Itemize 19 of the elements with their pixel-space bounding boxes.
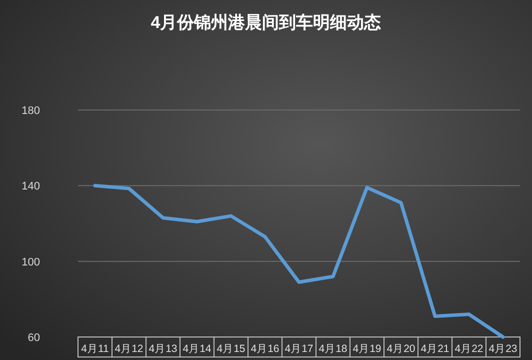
- x-tick-label: 4月20: [386, 343, 416, 355]
- x-tick-label: 4月13: [148, 343, 178, 355]
- line-series: [93, 184, 505, 339]
- y-tick-label: 60: [28, 332, 40, 344]
- x-tick-label: 4月22: [454, 343, 484, 355]
- x-tick-label: 4月21: [420, 343, 450, 355]
- x-tick-label: 4月18: [318, 343, 348, 355]
- x-tick-label: 4月14: [182, 343, 212, 355]
- x-tick-label: 4月19: [352, 343, 382, 355]
- x-tick-label: 4月11: [81, 343, 110, 355]
- x-tick-label: 4月15: [216, 343, 246, 355]
- x-tick-label: 4月23: [488, 343, 518, 355]
- y-tick-label: 140: [22, 180, 40, 193]
- y-tick-label: 180: [22, 105, 40, 117]
- y-tick-label: 100: [22, 256, 40, 268]
- x-tick-label: 4月12: [114, 343, 144, 355]
- x-tick-label: 4月16: [250, 343, 280, 355]
- chart-title: 4月份锦州港晨间到车明细动态: [150, 13, 382, 32]
- x-tick-label: 4月17: [284, 343, 314, 355]
